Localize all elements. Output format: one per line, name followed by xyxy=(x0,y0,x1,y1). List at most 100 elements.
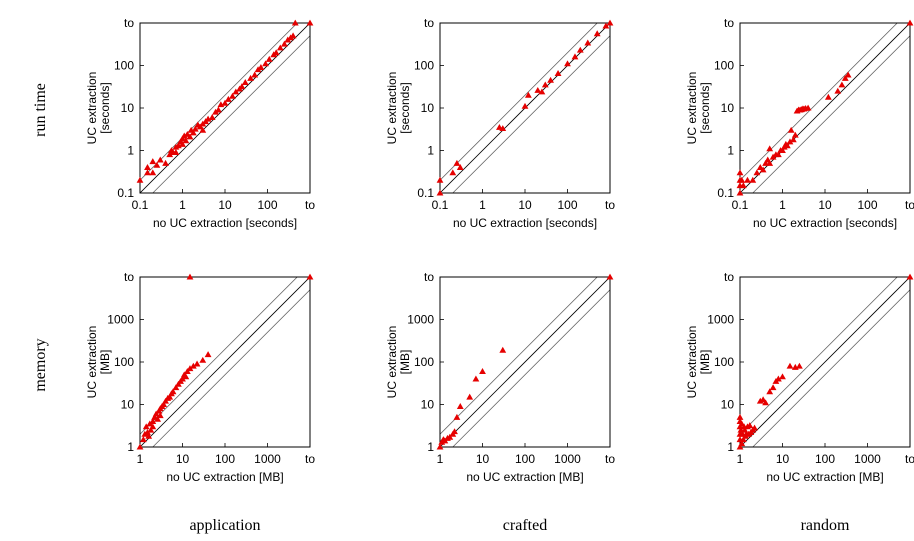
x-tick-label: 10 xyxy=(218,198,232,212)
y-axis-label: UC extraction xyxy=(85,72,99,145)
chart-panel-1: 0.10.1 1 1 10 10 100 100 to to no UC extraction [… xyxy=(385,16,615,230)
chart-panel-2: 0.10.1 1 1 10 10 100 100 to to no UC extraction [… xyxy=(685,16,914,230)
data-point xyxy=(156,156,164,163)
data-point xyxy=(453,159,461,166)
data-point xyxy=(238,83,246,90)
data-point xyxy=(241,79,249,85)
x-tick-label: 1 xyxy=(179,198,186,212)
data-point xyxy=(179,375,186,382)
data-point xyxy=(824,93,832,100)
y-tick-label: 100 xyxy=(414,59,434,73)
data-point xyxy=(257,64,265,70)
y-tick-label: 10 xyxy=(721,398,735,412)
data-point xyxy=(736,169,744,176)
data-point xyxy=(834,87,842,94)
data-point xyxy=(762,399,769,406)
x-tick-label: to xyxy=(905,198,914,212)
diagonal-upper-line xyxy=(140,23,298,181)
y-tick-label: 100 xyxy=(714,355,734,369)
chart-panel-3: 11 10 10 100 100 1000 1000 to to no UC extraction… xyxy=(85,270,315,484)
data-point xyxy=(766,388,774,395)
data-point xyxy=(753,169,761,176)
x-tick-label: 100 xyxy=(815,452,835,466)
data-point xyxy=(208,114,216,120)
data-point xyxy=(736,413,744,420)
x-tick-label: 10 xyxy=(776,452,790,466)
data-point xyxy=(186,365,194,372)
diagonal-lower-line xyxy=(452,289,610,447)
data-point xyxy=(189,362,197,369)
y-tick-label: 1 xyxy=(127,440,134,454)
data-point xyxy=(306,19,314,26)
data-point xyxy=(774,375,782,382)
data-point xyxy=(189,129,197,136)
col-label-random: random xyxy=(801,517,850,534)
data-point xyxy=(136,176,144,183)
x-tick-label: 1000 xyxy=(254,452,281,466)
data-point xyxy=(436,176,444,183)
data-point xyxy=(232,88,240,95)
y-tick-label: to xyxy=(424,16,434,30)
data-point xyxy=(169,388,177,395)
data-point xyxy=(199,126,207,133)
data-point xyxy=(153,161,161,168)
y-tick-label: to xyxy=(724,16,734,30)
data-point xyxy=(162,159,169,166)
data-point xyxy=(906,273,914,280)
data-point xyxy=(272,49,280,56)
data-point xyxy=(749,176,757,183)
data-point xyxy=(291,19,299,26)
data-point xyxy=(149,158,157,165)
x-tick-label: to xyxy=(905,452,914,466)
y-axis-label: UC extraction xyxy=(685,326,699,399)
diagonal-lower-line xyxy=(152,35,310,193)
x-tick-label: to xyxy=(605,452,615,466)
data-point xyxy=(769,384,777,391)
data-point xyxy=(215,106,222,113)
data-point xyxy=(779,373,786,380)
data-point xyxy=(479,368,486,374)
reference-lines xyxy=(440,277,610,447)
x-tick-label: 1000 xyxy=(854,452,881,466)
data-point xyxy=(841,74,849,81)
x-tick-label: to xyxy=(305,198,315,212)
data-point xyxy=(844,71,852,78)
data-point xyxy=(154,415,162,422)
x-tick-label: 0.1 xyxy=(432,198,449,212)
data-point xyxy=(738,176,746,183)
x-tick-label: 0.1 xyxy=(132,198,149,212)
x-tick-label: 100 xyxy=(215,452,235,466)
reference-lines xyxy=(440,23,610,193)
data-point xyxy=(204,351,212,358)
x-tick-label: 10 xyxy=(518,198,532,212)
data-point xyxy=(576,46,584,53)
chart-panel-5: 11 10 10 100 100 1000 1000 to to no UC extraction… xyxy=(685,270,914,484)
data-point xyxy=(593,30,601,37)
row-label-memory: memory xyxy=(32,338,49,391)
diagonal-line xyxy=(140,23,310,193)
data-point xyxy=(139,436,147,443)
data-point xyxy=(281,40,288,47)
data-point xyxy=(182,137,190,144)
x-tick-label: to xyxy=(605,198,615,212)
data-point xyxy=(221,99,229,106)
data-point xyxy=(739,182,747,189)
data-point xyxy=(534,86,542,93)
data-point xyxy=(838,81,846,88)
y-axis-label-unit: [MB] xyxy=(98,350,112,375)
x-tick-label: 100 xyxy=(857,198,877,212)
y-tick-label: 10 xyxy=(421,398,435,412)
data-point xyxy=(145,432,153,439)
data-point xyxy=(541,81,549,88)
y-axis-label-unit: [MB] xyxy=(698,350,712,375)
x-tick-label: 1 xyxy=(479,198,486,212)
y-tick-label: to xyxy=(124,16,134,30)
y-tick-label: 1 xyxy=(427,440,434,454)
diagonal-upper-line xyxy=(740,277,898,435)
data-point xyxy=(199,356,207,363)
diagonal-line xyxy=(740,277,910,447)
y-axis-label: UC extraction xyxy=(85,326,99,399)
data-point xyxy=(547,76,554,83)
data-point xyxy=(602,22,610,29)
data-point xyxy=(179,140,186,147)
